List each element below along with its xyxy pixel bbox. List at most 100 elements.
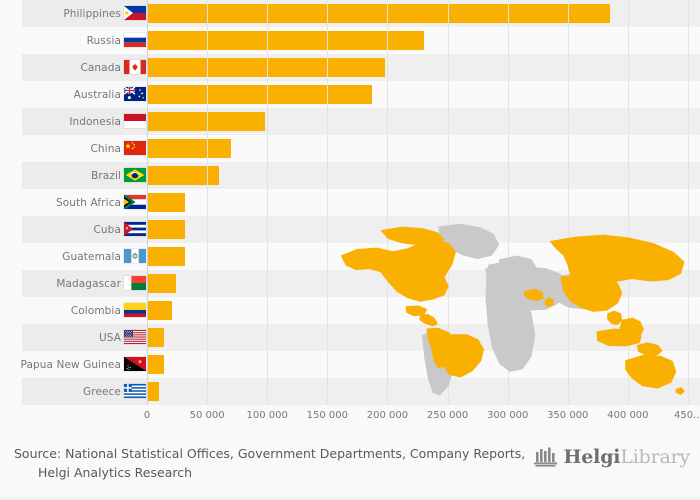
category-label-cell: Madagascar [22,270,147,297]
bar-track [147,108,700,135]
category-label-cell: Philippines [22,0,147,27]
flag-colombia-icon [124,303,146,317]
x-axis-tick-label: 100 000 [246,410,288,421]
bar[interactable] [147,274,176,293]
bar[interactable] [147,166,220,185]
category-label: Australia [73,88,121,101]
bar[interactable] [147,112,265,131]
bar[interactable] [147,193,186,212]
category-label-cell: Canada [22,54,147,81]
bar-track [147,135,700,162]
table-row: Brazil [0,162,700,189]
bar[interactable] [147,301,173,320]
bar-track [147,189,700,216]
bar[interactable] [147,58,386,77]
category-label-cell: China [22,135,147,162]
flag-russia-icon [124,33,146,47]
category-label-cell: South Africa [22,189,147,216]
category-label: Indonesia [69,115,121,128]
flag-usa-icon [124,330,146,344]
flag-south-africa-icon [124,195,146,209]
logo-helgi: Helgi [563,446,621,468]
x-axis-tick-label: 0 [143,410,151,421]
map-highlighted-countries [340,226,685,395]
x-axis-tick-label: 400 000 [607,410,649,421]
bar-track [147,81,700,108]
category-label: Brazil [91,169,121,182]
x-axis: 0 50 000 100 000 150 000 200 000 250 000 300 0… [0,405,700,429]
table-row: Russia [0,27,700,54]
bar[interactable] [147,31,424,50]
x-axis-tick-label: 350 000 [547,410,589,421]
bar-track [147,351,700,378]
category-rows: Philippines Russia Canada Australia Indonesi… [0,0,700,405]
category-label-cell: Guatemala [22,243,147,270]
flag-china-icon [124,141,146,155]
category-label: Papua New Guinea [20,358,121,371]
table-row: Canada [0,54,700,81]
category-label-cell: Russia [22,27,147,54]
x-axis-tick-label: 200 000 [366,410,409,421]
bar[interactable] [147,4,610,23]
bar[interactable] [147,355,164,374]
bar-track [147,54,700,81]
category-label: China [90,142,121,155]
table-row: China [0,135,700,162]
table-row: Indonesia [0,108,700,135]
flag-guatemala-icon [124,249,146,263]
source-line-2: Helgi Analytics Research [38,465,193,481]
source-note: Source: National Statistical Offices, Go… [14,444,534,483]
category-label-cell: Cuba [22,216,147,243]
x-axis-tick-label: 300 000 [486,410,529,421]
bar[interactable] [147,85,372,104]
x-axis-tick-label: 50 000 [189,410,225,421]
category-label: Russia [86,34,121,47]
bar[interactable] [147,328,164,347]
category-label: Madagascar [56,277,121,290]
flag-canada-icon [124,60,146,74]
table-row: Greece [0,378,700,405]
bar[interactable] [147,247,186,266]
bar-track [147,378,700,405]
category-label: Guatemala [62,250,121,263]
bar-track [147,27,700,54]
bar[interactable] [147,139,232,158]
flag-indonesia-icon [124,114,146,128]
x-axis-tick-label: 450... [673,410,700,421]
x-axis-tick-label: 250 000 [426,410,469,421]
flag-greece-icon [124,384,146,398]
flag-papua-new-guinea-icon [124,357,146,371]
category-label-cell: Greece [22,378,147,405]
bar[interactable] [147,220,186,239]
chart-footer: Source: National Statistical Offices, Go… [0,430,700,500]
category-label-cell: Brazil [22,162,147,189]
bar-track [147,0,700,27]
category-label-cell: Colombia [22,297,147,324]
library-building-icon [533,446,559,468]
bottom-divider [0,497,700,500]
category-label: USA [98,331,121,344]
helgi-library-logo[interactable]: HelgiLibrary [533,446,690,468]
category-label-cell: Australia [22,81,147,108]
source-line-1: Source: National Statistical Offices, Go… [14,446,526,461]
bar[interactable] [147,382,160,401]
flag-madagascar-icon [124,276,146,290]
logo-library: Library [620,446,690,468]
category-label-cell: Papua New Guinea [20,351,147,378]
flag-australia-icon [124,87,146,101]
flag-cuba-icon [124,222,146,236]
table-row: Philippines [0,0,700,27]
category-label: Greece [83,385,121,398]
category-label-cell: USA [22,324,147,351]
bar-track [147,162,700,189]
world-map-svg [340,223,685,396]
category-label-cell: Indonesia [22,108,147,135]
plot-area: Philippines Russia Canada Australia Indonesi… [0,0,700,421]
category-label: Canada [80,61,121,74]
world-map-overlay [330,205,690,400]
category-label: Colombia [70,304,121,317]
table-row: Australia [0,81,700,108]
table-row: Papua New Guinea [0,351,700,378]
category-label: Cuba [93,223,121,236]
